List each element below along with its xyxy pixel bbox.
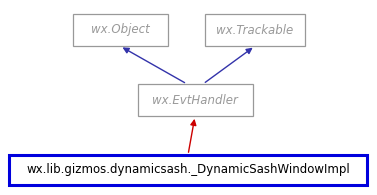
Text: wx.Trackable: wx.Trackable xyxy=(216,24,294,36)
FancyBboxPatch shape xyxy=(9,155,367,185)
FancyBboxPatch shape xyxy=(138,84,253,116)
Text: wx.Object: wx.Object xyxy=(90,24,149,36)
FancyBboxPatch shape xyxy=(205,14,305,46)
Text: wx.lib.gizmos.dynamicsash._DynamicSashWindowImpl: wx.lib.gizmos.dynamicsash._DynamicSashWi… xyxy=(26,163,350,176)
Text: wx.EvtHandler: wx.EvtHandler xyxy=(152,93,238,106)
FancyBboxPatch shape xyxy=(72,14,167,46)
